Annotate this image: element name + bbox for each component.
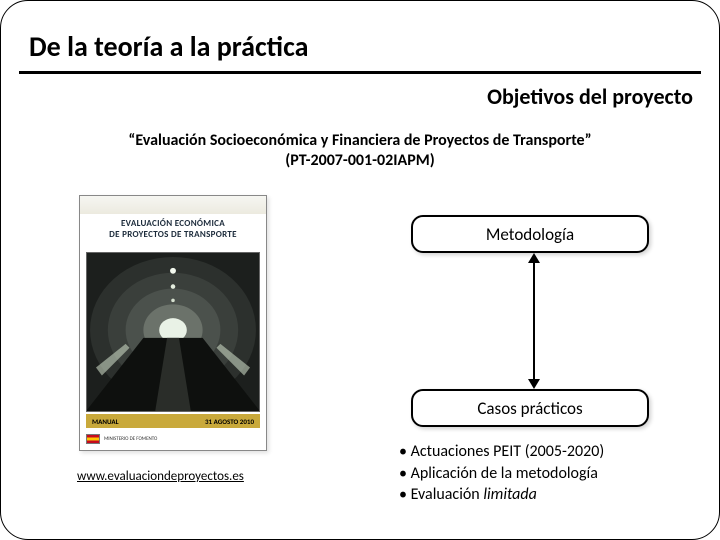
bullet-text: Aplicación de la metodología — [411, 464, 598, 483]
arrowhead-down-icon — [528, 379, 540, 389]
bullet-text-italic: limitada — [483, 485, 537, 504]
bullet-text-prefix: Evaluación — [411, 485, 484, 504]
spain-flag-icon — [86, 434, 100, 444]
double-arrow-connector — [526, 253, 542, 389]
cover-footer-text: MINISTERIO DE FOMENTO — [104, 436, 157, 442]
arrowhead-up-icon — [528, 253, 540, 263]
cover-title-line2: DE PROYECTOS DE TRANSPORTE — [109, 229, 237, 240]
section-subtitle: Objetivos del proyecto — [487, 83, 693, 110]
cover-header-strip — [80, 196, 266, 214]
case-bullets: • Actuaciones PEIT (2005-2020) • Aplicac… — [399, 441, 691, 506]
node-casos-practicos: Casos prácticos — [411, 389, 649, 427]
tunnel-icon — [87, 253, 259, 411]
page-title: De la teoría a la práctica — [29, 29, 308, 64]
cover-manual-date: 31 AGOSTO 2010 — [205, 417, 254, 426]
project-code: (PT-2007-001-02IAPM) — [1, 151, 719, 170]
slide-frame: De la teoría a la práctica Objetivos del… — [0, 0, 720, 540]
cover-footer: MINISTERIO DE FOMENTO — [86, 432, 260, 446]
manual-cover: EVALUACIÓN ECONÓMICA DE PROYECTOS DE TRA… — [79, 195, 267, 451]
node-label: Metodología — [486, 224, 574, 245]
cover-title: EVALUACIÓN ECONÓMICA DE PROYECTOS DE TRA… — [86, 218, 260, 241]
cover-photo — [86, 252, 260, 412]
title-underline — [19, 71, 701, 74]
project-website-link[interactable]: www.evaluaciondeproyectos.es — [77, 469, 244, 484]
list-item: • Aplicación de la metodología — [399, 463, 691, 485]
cover-manual-bar: MANUAL 31 AGOSTO 2010 — [86, 414, 260, 428]
project-title: “Evaluación Socioeconómica y Financiera … — [1, 131, 719, 150]
list-item: • Evaluación limitada — [399, 484, 691, 506]
node-metodologia: Metodología — [411, 215, 649, 253]
node-label: Casos prácticos — [477, 398, 582, 419]
cover-title-line1: EVALUACIÓN ECONÓMICA — [121, 218, 225, 229]
cover-manual-label: MANUAL — [92, 417, 119, 426]
bullet-text: Actuaciones PEIT (2005-2020) — [411, 442, 605, 461]
list-item: • Actuaciones PEIT (2005-2020) — [399, 441, 691, 463]
